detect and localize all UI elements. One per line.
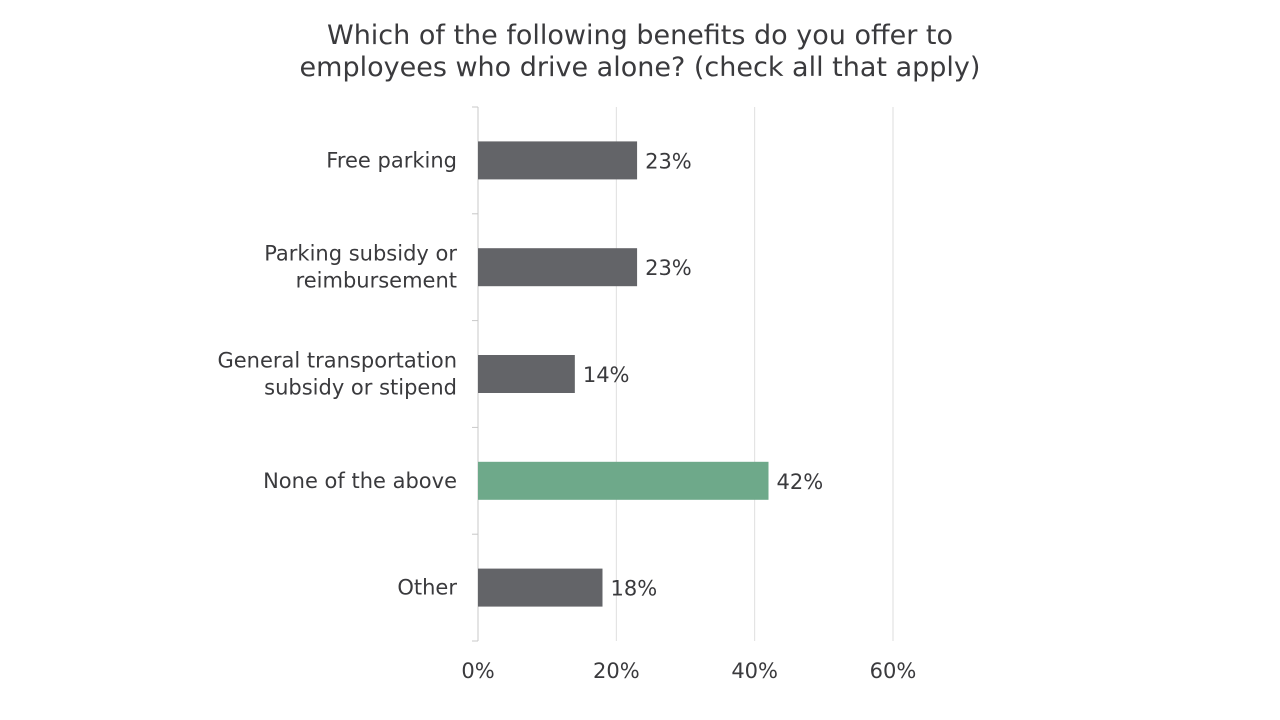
data-label: 23% — [645, 256, 692, 280]
x-tick-label: 40% — [731, 659, 778, 683]
category-label: None of the above — [263, 469, 457, 493]
category-label: Parking subsidy or — [264, 242, 457, 266]
data-labels: 23% 23% 14% 42% 18% — [583, 149, 823, 600]
chart-title-line: employees who drive alone? (check all th… — [300, 52, 981, 83]
x-tick-label: 60% — [870, 659, 917, 683]
x-tick-label: 20% — [593, 659, 640, 683]
bar — [478, 141, 638, 180]
data-label: 18% — [611, 577, 658, 601]
x-tick-label: 0% — [461, 659, 494, 683]
bar — [478, 461, 769, 500]
category-label: General transportation — [217, 349, 457, 373]
data-label: 14% — [583, 363, 630, 387]
category-label: Free parking — [326, 148, 457, 172]
bar — [478, 355, 575, 393]
chart-title: Which of the following benefits do you o… — [300, 20, 981, 83]
category-label: Other — [397, 576, 457, 600]
data-label: 42% — [777, 470, 824, 494]
bars — [478, 141, 769, 607]
gridlines — [615, 107, 894, 641]
x-axis-tick-labels: 0% 20% 40% 60% — [461, 659, 916, 683]
y-axis — [472, 106, 479, 642]
category-label: subsidy or stipend — [264, 376, 457, 400]
category-labels: Free parking Parking subsidy or reimbursem… — [217, 148, 457, 599]
category-label: reimbursement — [296, 269, 457, 293]
data-label: 23% — [645, 149, 692, 173]
chart-title-line: Which of the following benefits do you o… — [327, 20, 953, 51]
bar — [478, 248, 638, 287]
bar — [478, 568, 603, 607]
